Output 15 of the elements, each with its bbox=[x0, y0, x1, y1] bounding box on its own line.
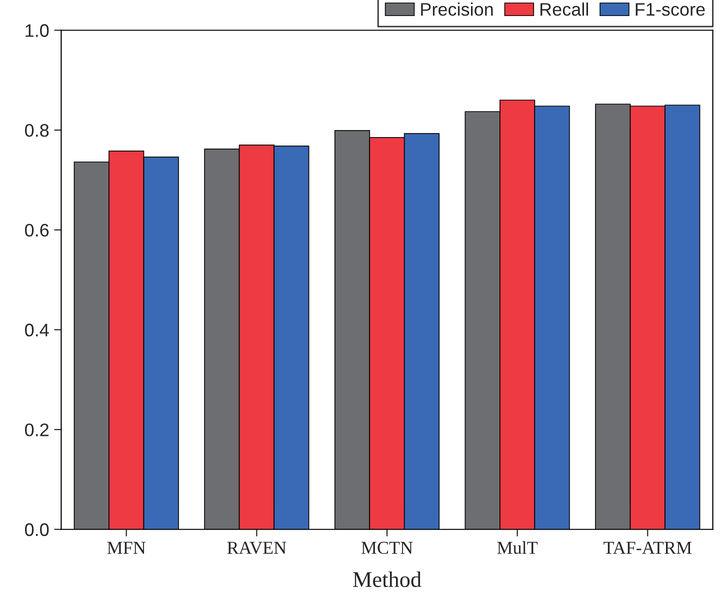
legend-label: Precision bbox=[421, 2, 493, 16]
legend-label: F1-score bbox=[636, 3, 705, 16]
text: 0.0 bbox=[25, 523, 49, 536]
x-tick-label: MulT bbox=[497, 541, 538, 554]
x-tick-label: TAF-ATRM bbox=[604, 542, 692, 554]
x-tick-label: MFN bbox=[107, 542, 146, 554]
y-tick-label: 0.2 bbox=[25, 423, 48, 436]
x-tick-label: MCTN bbox=[361, 542, 413, 554]
y-tick-label: 0.8 bbox=[25, 124, 49, 137]
x-axis-title: Method bbox=[353, 571, 422, 588]
y-tick-label: 0.6 bbox=[25, 224, 49, 237]
legend-label: Recall bbox=[540, 2, 588, 16]
y-tick-label: 0.4 bbox=[25, 324, 49, 336]
x-tick-label: RAVEN bbox=[227, 542, 286, 554]
text: 1.0 bbox=[26, 24, 49, 37]
